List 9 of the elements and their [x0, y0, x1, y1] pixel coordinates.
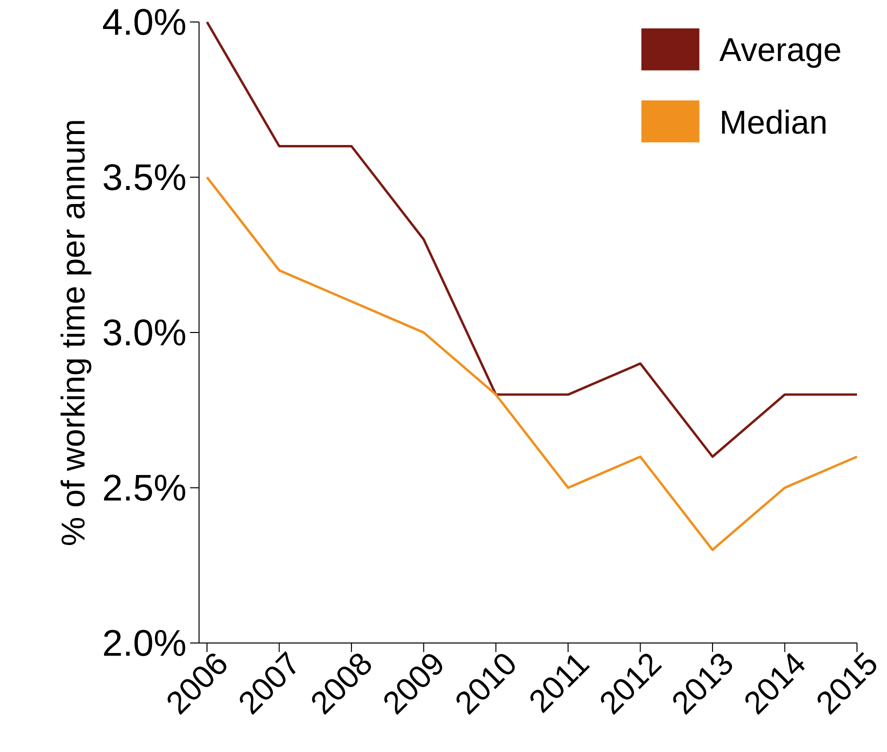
line-series	[206, 176, 858, 552]
legend-label: Average	[719, 38, 840, 68]
y-axis-title: % of working time per annum	[60, 121, 92, 545]
y-tick-label: 3.0%	[104, 319, 186, 346]
y-tick-label: 4.0%	[103, 8, 186, 36]
legend-label: Median	[722, 110, 826, 134]
y-tick-label: 3.5%	[104, 164, 186, 190]
line-series	[206, 20, 858, 458]
y-tick-label: 2.5%	[104, 474, 186, 501]
